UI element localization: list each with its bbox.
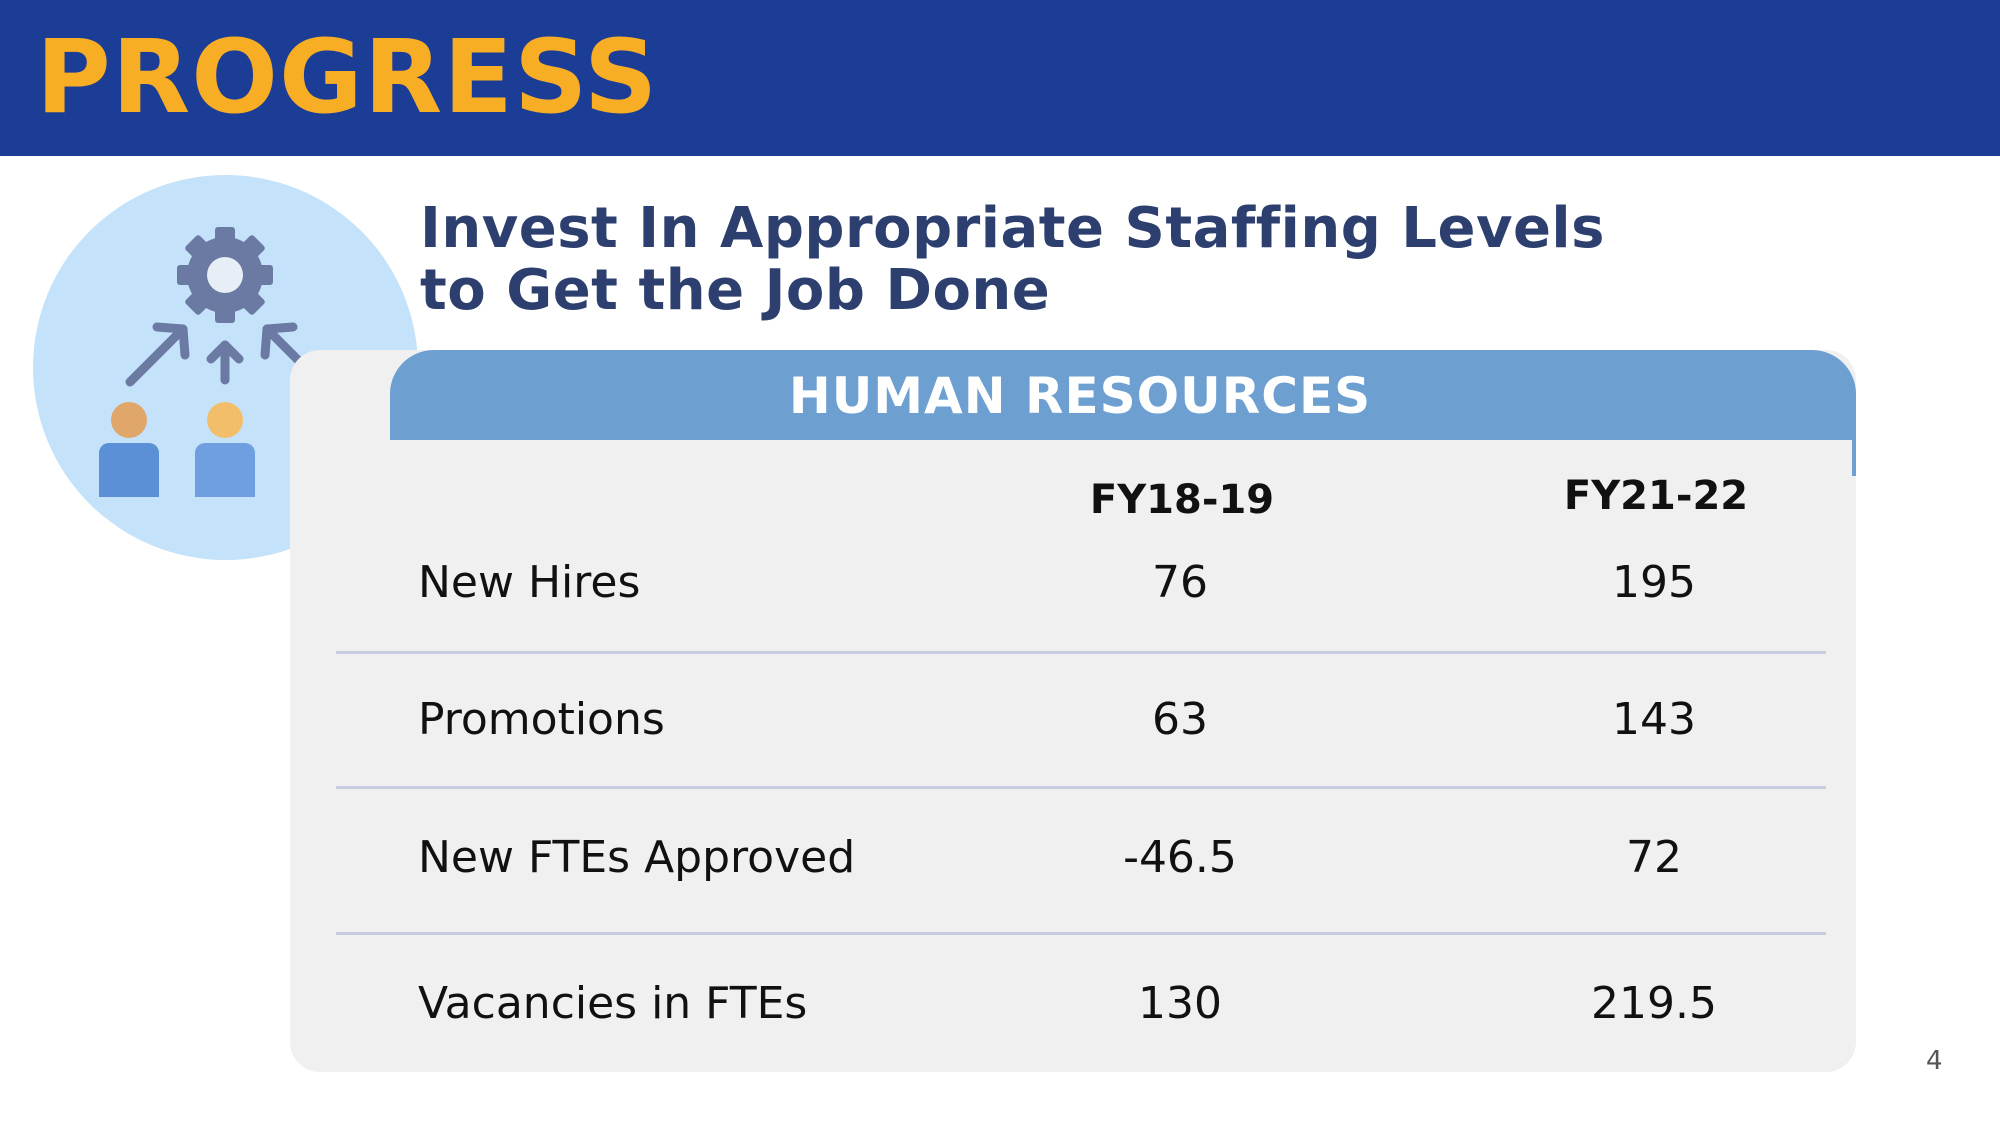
cell-vacancies-in-ftes-fy18-19: 130 [1138, 978, 1222, 1029]
column-header-fy21-22: FY21-22 [1563, 473, 1749, 519]
cell-promotions-fy18-19: 63 [1152, 694, 1208, 745]
row-label-promotions: Promotions [418, 694, 665, 745]
row-label-vacancies-in-ftes: Vacancies in FTEs [418, 978, 808, 1029]
cell-new-ftes-approved-fy18-19: -46.5 [1123, 832, 1237, 883]
row-divider [336, 786, 1826, 789]
section-subtitle: Invest In Appropriate Staffing Levels to… [420, 198, 1720, 322]
cell-promotions-fy21-22: 143 [1612, 694, 1696, 745]
cell-new-hires-fy18-19: 76 [1152, 557, 1208, 608]
table-panel [290, 350, 1856, 1072]
cell-new-ftes-approved-fy21-22: 72 [1626, 832, 1682, 883]
row-divider [336, 651, 1826, 654]
subtitle-line-2: to Get the Job Done [420, 258, 1051, 323]
page-title: PROGRESS [36, 18, 659, 137]
row-label-new-hires: New Hires [418, 557, 641, 608]
row-label-new-ftes-approved: New FTEs Approved [418, 832, 856, 883]
table-header-edge [1852, 440, 1856, 476]
cell-new-hires-fy21-22: 195 [1612, 557, 1696, 608]
row-divider [336, 932, 1826, 935]
cell-vacancies-in-ftes-fy21-22: 219.5 [1591, 978, 1717, 1029]
column-header-fy18-19: FY18-19 [1089, 477, 1275, 523]
page-number: 4 [1926, 1046, 1943, 1076]
table-header-bar [390, 350, 1856, 440]
subtitle-line-1: Invest In Appropriate Staffing Levels [420, 196, 1605, 261]
header-bar: PROGRESS [0, 0, 2000, 156]
table-title: HUMAN RESOURCES [788, 367, 1372, 425]
